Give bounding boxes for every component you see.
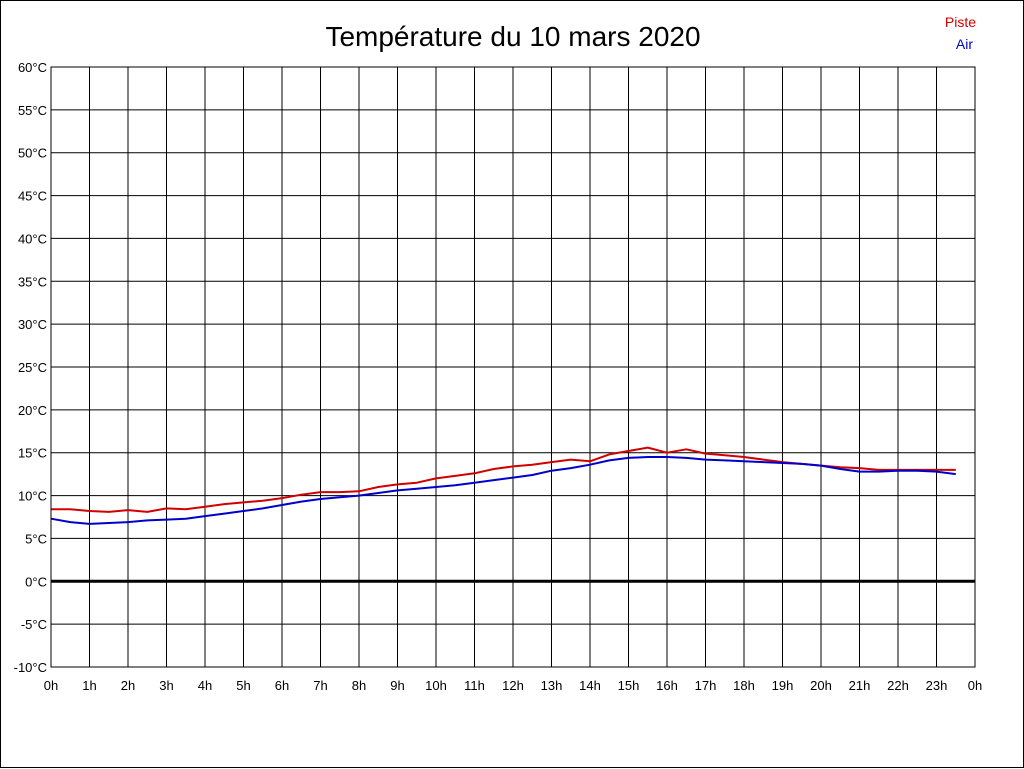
x-tick-label: 0h <box>44 678 58 693</box>
x-tick-label: 22h <box>887 678 909 693</box>
x-axis-ticks: 0h 1h 2h 3h 4h 5h 6h 7h 8h 9h 10h 11h 12h 13h 14h 15h 16… <box>44 678 982 693</box>
y-tick-label: 15°C <box>18 446 47 461</box>
x-tick-label: 2h <box>121 678 135 693</box>
x-tick-label: 15h <box>618 678 640 693</box>
x-tick-label: 8h <box>352 678 366 693</box>
y-tick-label: 20°C <box>18 403 47 418</box>
plot-area-border <box>50 66 976 668</box>
y-tick-label: 35°C <box>18 274 47 289</box>
x-tick-label: 7h <box>313 678 327 693</box>
x-tick-label: 12h <box>502 678 524 693</box>
series-line-air <box>50 456 956 525</box>
x-tick-label: 17h <box>695 678 717 693</box>
y-axis-ticks: -10°C -5°C 0°C 5°C 10°C 15°C 20°C 25°C 30°C 35°C 4… <box>14 60 47 675</box>
x-tick-label: 14h <box>579 678 601 693</box>
y-tick-label: 5°C <box>25 531 47 546</box>
x-tick-label: 4h <box>198 678 212 693</box>
x-tick-label: 19h <box>772 678 794 693</box>
x-tick-label: 20h <box>810 678 832 693</box>
y-tick-label: 50°C <box>18 146 47 161</box>
x-tick-label: 0h <box>968 678 982 693</box>
legend-entry-piste: Piste <box>945 14 976 30</box>
x-tick-label: 5h <box>236 678 250 693</box>
y-tick-label: 30°C <box>18 317 47 332</box>
y-tick-label: 55°C <box>18 103 47 118</box>
x-tick-label: 21h <box>849 678 871 693</box>
x-tick-label: 10h <box>425 678 447 693</box>
y-tick-label: 0°C <box>25 574 47 589</box>
x-tick-label: 18h <box>733 678 755 693</box>
y-tick-label: 60°C <box>18 60 47 75</box>
x-tick-label: 16h <box>656 678 678 693</box>
x-tick-label: 1h <box>82 678 96 693</box>
y-tick-label: 10°C <box>18 489 47 504</box>
legend-entry-air: Air <box>956 36 973 52</box>
x-tick-label: 9h <box>390 678 404 693</box>
chart-title: Température du 10 mars 2020 <box>325 21 700 52</box>
y-tick-label: -10°C <box>14 660 47 675</box>
x-tick-label: 13h <box>541 678 563 693</box>
series-lines <box>50 446 956 525</box>
y-tick-label: -5°C <box>21 617 47 632</box>
x-tick-label: 11h <box>464 678 485 693</box>
grid <box>50 66 976 668</box>
x-tick-label: 6h <box>275 678 289 693</box>
x-tick-label: 3h <box>159 678 173 693</box>
y-tick-label: 45°C <box>18 189 47 204</box>
y-tick-label: 40°C <box>18 231 47 246</box>
x-tick-label: 23h <box>926 678 948 693</box>
y-tick-label: 25°C <box>18 360 47 375</box>
